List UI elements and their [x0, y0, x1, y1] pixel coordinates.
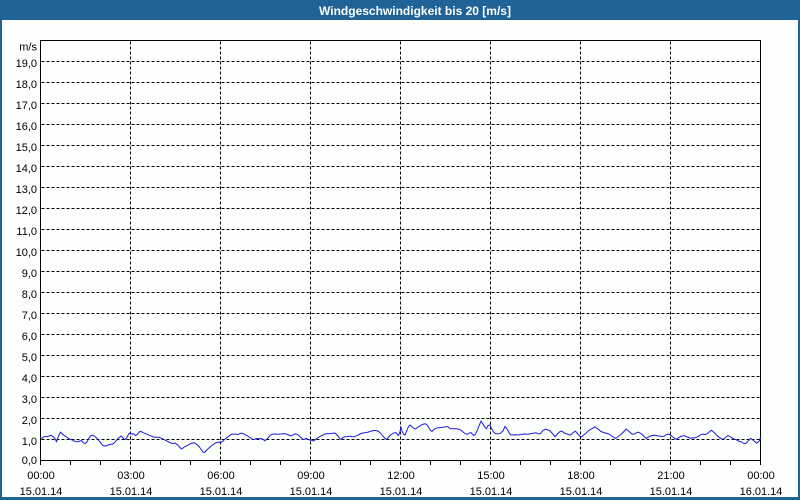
svg-text:15.01.14: 15.01.14: [20, 486, 63, 498]
svg-text:18,0: 18,0: [16, 79, 37, 91]
svg-text:14,0: 14,0: [16, 163, 37, 175]
svg-text:15.01.14: 15.01.14: [290, 486, 333, 498]
svg-text:3,0: 3,0: [22, 394, 37, 406]
svg-text:00:00: 00:00: [27, 470, 55, 482]
svg-text:15,0: 15,0: [16, 142, 37, 154]
svg-text:21:00: 21:00: [657, 470, 685, 482]
svg-text:13,0: 13,0: [16, 184, 37, 196]
svg-text:m/s: m/s: [19, 42, 37, 54]
svg-text:0,0: 0,0: [22, 455, 37, 467]
svg-text:15.01.14: 15.01.14: [650, 486, 693, 498]
svg-text:2,0: 2,0: [22, 415, 37, 427]
svg-text:9,0: 9,0: [22, 268, 37, 280]
svg-text:10,0: 10,0: [16, 247, 37, 259]
svg-text:7,0: 7,0: [22, 310, 37, 322]
svg-text:19,0: 19,0: [16, 58, 37, 70]
svg-text:4,0: 4,0: [22, 373, 37, 385]
svg-text:18:00: 18:00: [567, 470, 595, 482]
svg-text:12:00: 12:00: [387, 470, 415, 482]
svg-text:8,0: 8,0: [22, 289, 37, 301]
svg-text:15.01.14: 15.01.14: [470, 486, 513, 498]
svg-text:15.01.14: 15.01.14: [380, 486, 423, 498]
svg-text:17,0: 17,0: [16, 100, 37, 112]
svg-text:16,0: 16,0: [16, 121, 37, 133]
svg-text:15.01.14: 15.01.14: [200, 486, 243, 498]
svg-text:00:00: 00:00: [747, 470, 775, 482]
svg-text:6,0: 6,0: [22, 331, 37, 343]
svg-text:09:00: 09:00: [297, 470, 325, 482]
svg-text:15:00: 15:00: [477, 470, 505, 482]
svg-text:15.01.14: 15.01.14: [560, 486, 603, 498]
svg-text:06:00: 06:00: [207, 470, 235, 482]
svg-text:15.01.14: 15.01.14: [110, 486, 153, 498]
svg-text:03:00: 03:00: [117, 470, 145, 482]
svg-text:11,0: 11,0: [16, 226, 37, 238]
svg-text:1,0: 1,0: [22, 436, 37, 448]
svg-text:16.01.14: 16.01.14: [740, 486, 783, 498]
svg-text:5,0: 5,0: [22, 352, 37, 364]
svg-text:12,0: 12,0: [16, 205, 37, 217]
